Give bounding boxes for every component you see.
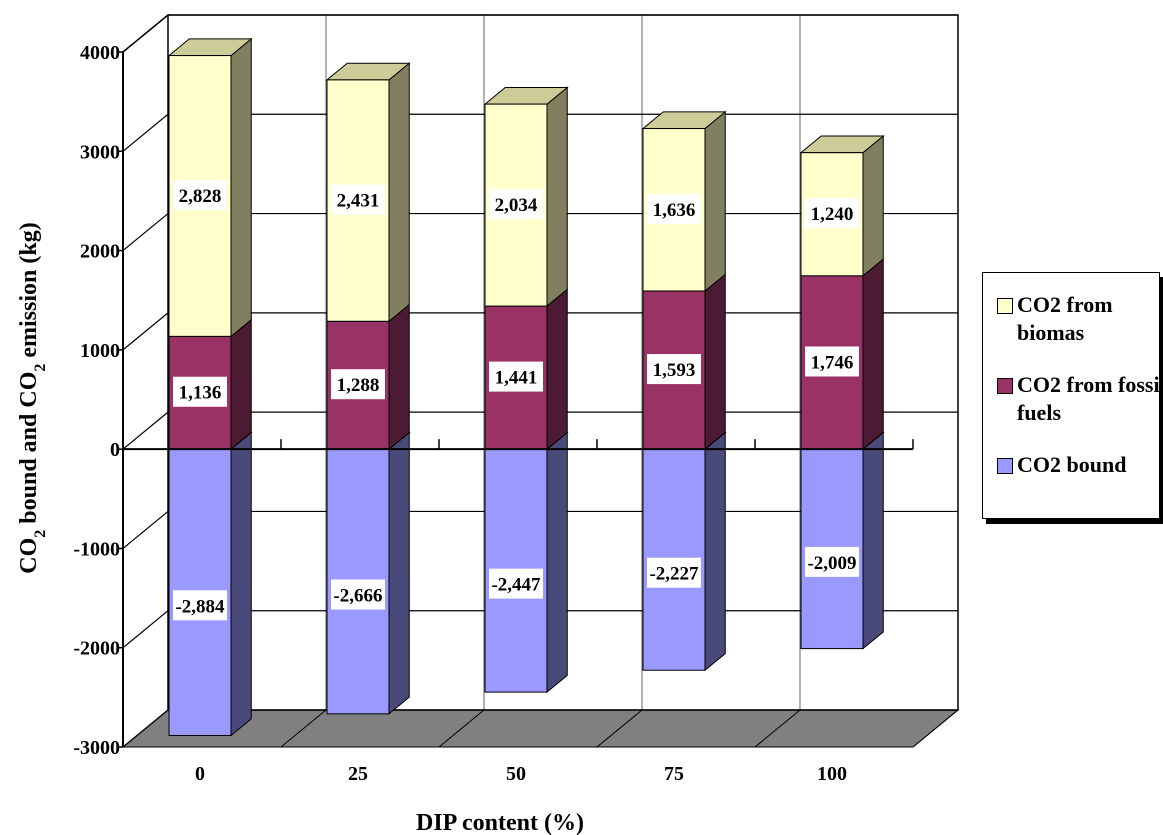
data-label-co2-from-biomas-25: 2,431 xyxy=(331,184,385,215)
bar-side-co2-from-biomas xyxy=(704,110,726,293)
bar-side-co2-from-biomas xyxy=(230,37,252,338)
floor-divider xyxy=(754,709,801,748)
y-tick-label: 0 xyxy=(110,439,120,461)
data-label-text: -2,227 xyxy=(649,564,699,585)
bar-side-co2-bound xyxy=(388,431,410,715)
legend-item-biomas: CO2 from biomas xyxy=(997,291,1163,347)
data-label-bg xyxy=(489,189,543,220)
legend-swatch-fossil xyxy=(997,378,1013,394)
data-label-co2-bound-75: -2,227 xyxy=(647,557,701,588)
y-tick-label: -2000 xyxy=(73,638,120,660)
data-label-co2-from-biomas-50: 2,034 xyxy=(489,189,543,220)
data-label-text: 1,288 xyxy=(337,375,380,396)
y-tick-label: 2000 xyxy=(80,241,120,263)
data-label-bg xyxy=(331,369,385,400)
data-label-bg xyxy=(805,346,859,377)
data-label-text: 2,431 xyxy=(337,191,380,212)
data-label-bg xyxy=(647,193,701,224)
data-label-co2-from-fossil-fuels-50: 1,441 xyxy=(489,361,543,392)
data-label-co2-bound-50: -2,447 xyxy=(489,568,543,599)
data-label-text: 1,136 xyxy=(179,383,222,404)
data-label-co2-bound-100: -2,009 xyxy=(805,546,859,577)
bar-side-co2-bound xyxy=(546,431,568,694)
y-tick-label: 3000 xyxy=(80,141,120,163)
x-tick-label: 0 xyxy=(195,763,205,785)
x-tick-label: 75 xyxy=(664,763,684,785)
y-title-part: bound and CO xyxy=(16,372,42,530)
data-label-co2-from-fossil-fuels-0: 1,136 xyxy=(173,376,227,407)
y-title-part: emission (kg) xyxy=(16,222,42,363)
x-tick-label: 50 xyxy=(506,763,526,785)
bar-side-co2-bound xyxy=(862,431,884,650)
data-label-bg xyxy=(805,198,859,229)
data-label-text: 2,034 xyxy=(495,195,538,216)
bar-stack-100 xyxy=(799,134,885,650)
data-label-bg xyxy=(173,590,227,621)
legend-swatch-bound xyxy=(997,458,1013,474)
data-label-bg xyxy=(173,376,227,407)
floor-divider xyxy=(596,709,643,748)
bar-side-co2-from-fossil-fuels xyxy=(704,273,726,451)
floor-divider xyxy=(438,709,485,748)
data-label-text: 1,240 xyxy=(811,204,854,225)
y-title-part: CO xyxy=(16,538,42,574)
data-label-text: -2,666 xyxy=(333,585,382,606)
bar-side-co2-bound xyxy=(230,431,252,737)
y-axis-title: CO2 bound and CO2 emission (kg) xyxy=(16,222,49,573)
x-tick-label: 25 xyxy=(348,763,368,785)
bar-side-co2-from-biomas xyxy=(546,86,568,308)
data-label-co2-from-fossil-fuels-75: 1,593 xyxy=(647,354,701,385)
y-title-part: 2 xyxy=(32,364,49,372)
data-label-bg xyxy=(489,568,543,599)
x-axis-title: DIP content (%) xyxy=(416,810,584,835)
floor-divider xyxy=(912,709,959,748)
data-label-co2-from-biomas-0: 2,828 xyxy=(173,179,227,210)
bar-side-co2-from-fossil-fuels xyxy=(546,288,568,451)
legend-label-biomas: CO2 from biomas xyxy=(1017,292,1113,345)
y-title-part: 2 xyxy=(32,530,49,538)
bar-side-co2-bound xyxy=(704,431,726,672)
legend-label-fossil: CO2 from fossil fuels xyxy=(1017,372,1163,425)
x-tick-label: 100 xyxy=(817,763,847,785)
data-label-co2-bound-0: -2,884 xyxy=(173,590,227,621)
floor-divider xyxy=(280,709,327,748)
legend-item-fossil: CO2 from fossil fuels xyxy=(997,371,1163,427)
data-label-text: 1,441 xyxy=(495,368,538,389)
y-tick-label: 1000 xyxy=(80,340,120,362)
data-label-bg xyxy=(331,579,385,610)
data-label-bg xyxy=(331,184,385,215)
bar-side-co2-from-biomas xyxy=(862,134,884,277)
legend: CO2 from biomas CO2 from fossil fuels CO… xyxy=(982,272,1163,519)
data-label-co2-from-biomas-75: 1,636 xyxy=(647,193,701,224)
legend-item-bound: CO2 bound xyxy=(997,451,1163,479)
data-label-text: 1,746 xyxy=(811,352,854,373)
data-label-co2-bound-25: -2,666 xyxy=(331,579,385,610)
data-label-co2-from-fossil-fuels-25: 1,288 xyxy=(331,369,385,400)
y-tick-label: 4000 xyxy=(80,42,120,64)
data-label-bg xyxy=(647,354,701,385)
legend-swatch-biomas xyxy=(997,298,1013,314)
data-label-text: -2,009 xyxy=(807,553,856,574)
data-label-bg xyxy=(173,179,227,210)
data-label-text: 1,636 xyxy=(653,200,696,221)
data-label-text: 2,828 xyxy=(179,186,222,207)
bar-side-co2-from-fossil-fuels xyxy=(862,258,884,451)
data-label-co2-from-biomas-100: 1,240 xyxy=(805,198,859,229)
data-label-text: -2,884 xyxy=(175,596,225,617)
data-label-bg xyxy=(489,361,543,392)
legend-label-bound: CO2 bound xyxy=(1017,452,1127,477)
data-label-text: 1,593 xyxy=(653,360,696,381)
bar-side-co2-from-fossil-fuels xyxy=(388,303,410,451)
data-label-text: -2,447 xyxy=(491,575,541,596)
y-tick-label: -3000 xyxy=(73,737,120,759)
data-label-co2-from-fossil-fuels-100: 1,746 xyxy=(805,346,859,377)
data-label-bg xyxy=(805,546,859,577)
data-label-bg xyxy=(647,557,701,588)
y-tick-label: -1000 xyxy=(73,538,120,560)
bar-side-co2-from-fossil-fuels xyxy=(230,318,252,451)
bar-side-co2-from-biomas xyxy=(388,62,410,323)
